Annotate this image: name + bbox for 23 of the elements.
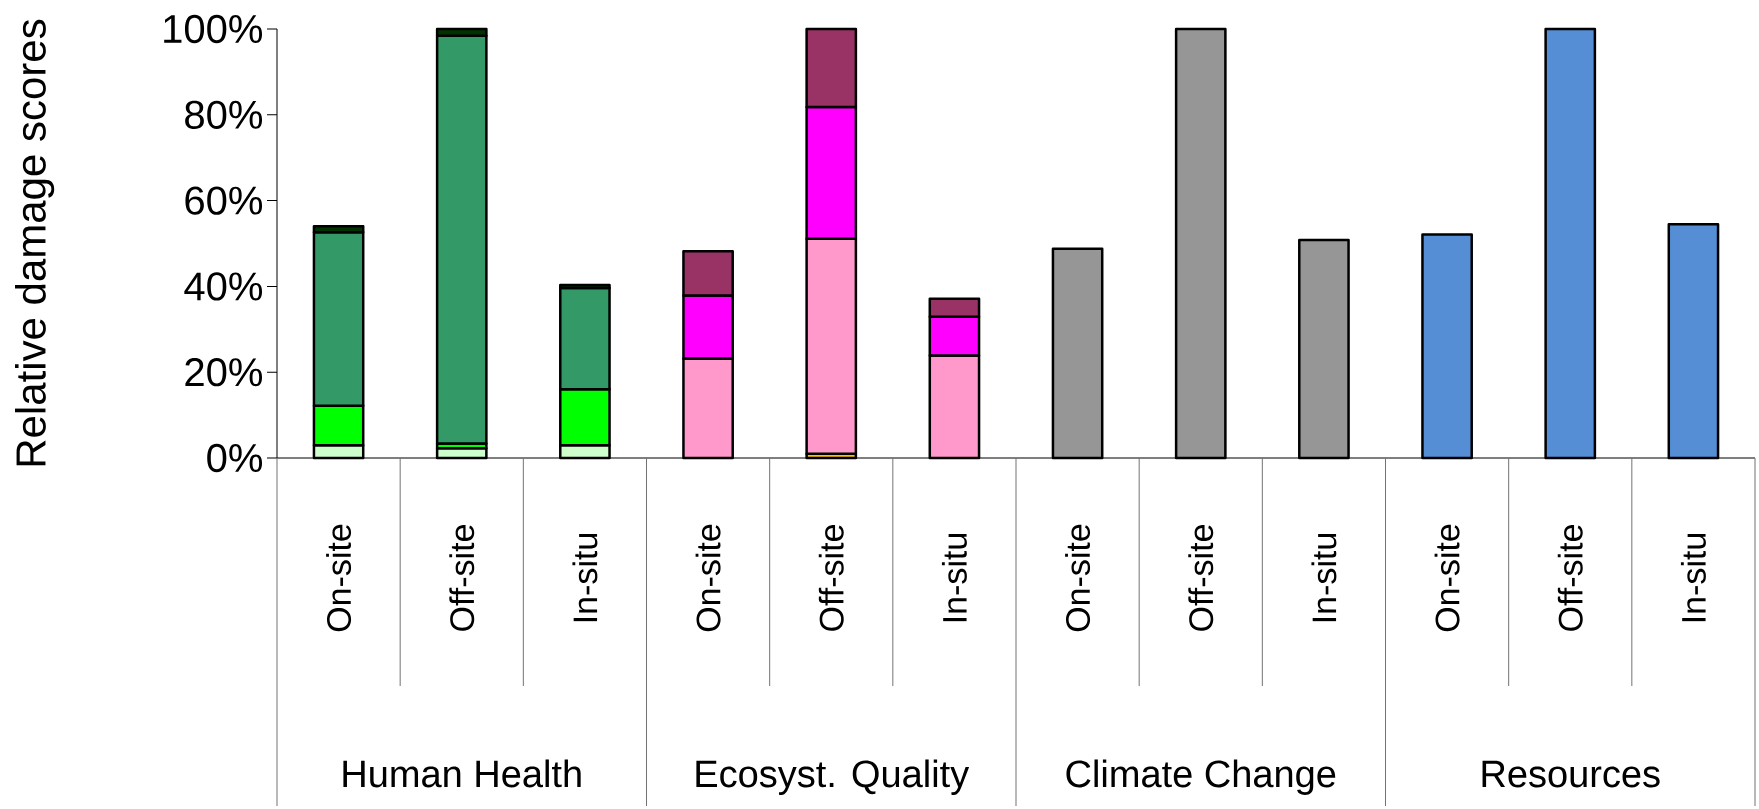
x-tick-label: In-situ <box>1680 533 1706 622</box>
y-tick-label: 60% <box>185 186 263 215</box>
y-tick-label: 40% <box>184 272 263 301</box>
x-tick-label: Off-site <box>1188 525 1214 631</box>
x-tick-label: Off-site <box>818 525 844 631</box>
x-tick-label: Off-site <box>449 525 475 631</box>
x-tick-label: In-situ <box>941 533 967 622</box>
y-axis-title: Relative damage scores <box>15 19 55 466</box>
x-tick-label: On-site <box>326 524 352 632</box>
text: Climate Change <box>1066 759 1336 795</box>
text: Human Health <box>343 759 581 788</box>
y-tick-label: 100% <box>164 14 262 44</box>
text: Resources <box>1482 760 1660 788</box>
y-tick-label: 20% <box>185 358 263 387</box>
y-tick-label: 0% <box>207 443 263 473</box>
x-tick-label: On-site <box>1434 524 1460 632</box>
x-tick-label: On-site <box>695 524 721 632</box>
text: Ecosyst. Quality <box>696 759 970 795</box>
x-tick-label: In-situ <box>1311 533 1337 622</box>
y-tick-label: 80% <box>185 100 263 129</box>
x-tick-label: Off-site <box>1557 525 1583 631</box>
x-tick-label: On-site <box>1065 524 1091 632</box>
x-tick-label: In-situ <box>572 533 598 622</box>
